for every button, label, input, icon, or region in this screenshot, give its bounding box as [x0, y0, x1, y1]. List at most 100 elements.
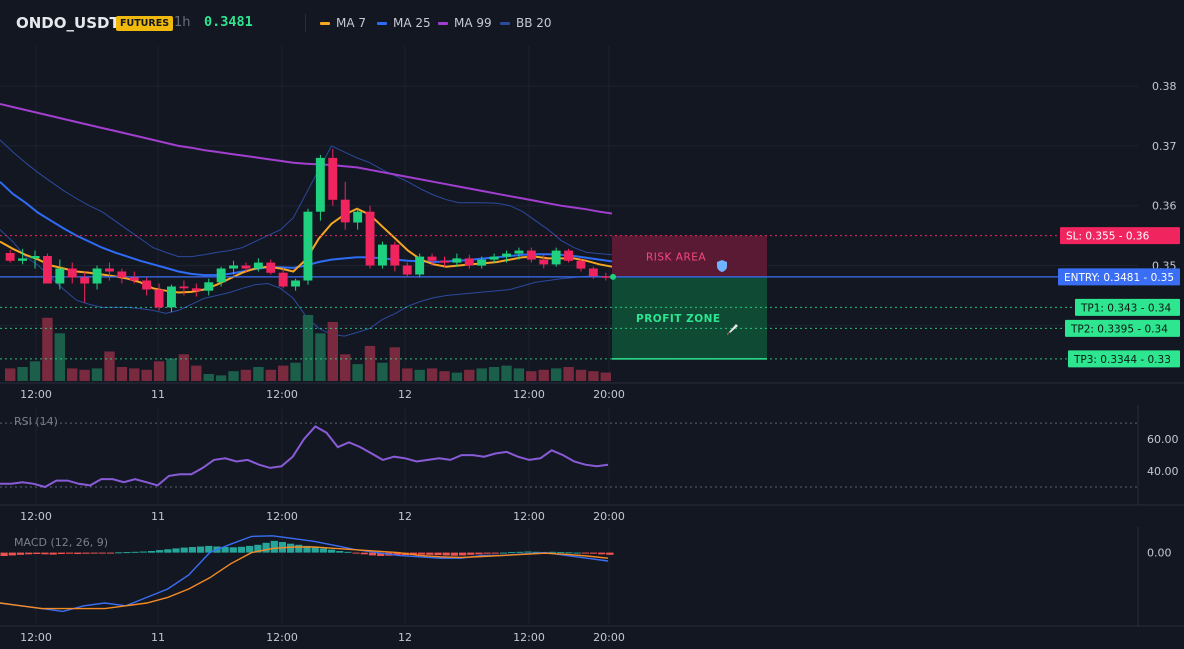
- candle-body: [465, 258, 474, 265]
- volume-bar: [415, 370, 425, 381]
- candle-body: [217, 269, 226, 283]
- candle-body: [316, 158, 325, 212]
- candle-body: [601, 276, 610, 278]
- candle-body: [242, 266, 251, 269]
- entry-tag-text: ENTRY: 0.3481 - 0.35: [1064, 272, 1174, 284]
- volume-bar: [117, 367, 127, 381]
- candle-body: [130, 278, 139, 281]
- candle-body: [142, 281, 151, 290]
- macd-histogram-bar: [369, 553, 376, 556]
- macd-histogram-bar: [107, 553, 114, 554]
- time-axis-label: 12: [398, 388, 412, 401]
- macd-histogram-bar: [590, 553, 597, 554]
- macd-histogram-bar: [312, 547, 319, 552]
- macd-histogram-bar: [156, 550, 163, 553]
- macd-histogram-bar: [50, 553, 57, 555]
- candle-body: [68, 269, 77, 278]
- macd-title: MACD (12, 26, 9): [14, 536, 108, 549]
- macd-histogram-bar: [492, 553, 499, 554]
- candle-body: [564, 251, 573, 261]
- candle-body: [589, 269, 598, 277]
- candle-body: [31, 256, 40, 258]
- macd-histogram-bar: [197, 547, 204, 553]
- rsi-line: [0, 426, 608, 487]
- candle-body: [328, 158, 337, 200]
- macd-histogram-bar: [574, 553, 581, 554]
- ma99-line: [0, 104, 612, 214]
- macd-histogram-bar: [33, 553, 40, 554]
- macd-histogram-bar: [598, 553, 605, 555]
- macd-histogram-bar: [148, 551, 155, 553]
- volume-bar: [501, 366, 511, 381]
- candle-body: [341, 200, 350, 223]
- price-tags: SL: 0.355 - 0.36ENTRY: 0.3481 - 0.35TP1:…: [1058, 227, 1180, 367]
- volume-bar: [563, 367, 573, 381]
- time-axis-label: 12:00: [20, 388, 52, 401]
- volume-bar: [427, 368, 437, 381]
- candle-body: [93, 269, 102, 284]
- volume-bar: [290, 363, 300, 381]
- candle-body: [80, 278, 89, 284]
- macd-histogram-bar: [91, 553, 98, 554]
- volume-bar: [30, 361, 40, 381]
- candle-body: [527, 251, 536, 260]
- macd-histogram-bar: [9, 553, 16, 556]
- time-axis-label: 12:00: [513, 631, 545, 644]
- volume-bar: [328, 322, 338, 381]
- volume-bar: [42, 318, 52, 381]
- time-axis-label: 12:00: [513, 510, 545, 523]
- tp3-tag-text: TP3: 0.3344 - 0.33: [1073, 354, 1171, 366]
- candle-body: [155, 290, 164, 308]
- volume-bar: [390, 347, 400, 381]
- macd-histogram-bar: [295, 545, 302, 553]
- volume-bar: [191, 366, 201, 381]
- candle-body: [415, 257, 424, 275]
- rsi-pane: RSI (14): [0, 415, 1138, 487]
- macd-histogram-bar: [582, 553, 589, 554]
- candle-body: [353, 212, 362, 223]
- macd-histogram-bar: [320, 548, 327, 552]
- rsi-axis-label: 60.00: [1147, 433, 1179, 446]
- macd-histogram-bar: [434, 553, 441, 556]
- sl-tag-text: SL: 0.355 - 0.36: [1066, 231, 1150, 243]
- candle-body: [266, 263, 275, 273]
- candle-body: [254, 263, 263, 269]
- candle-body: [452, 258, 461, 262]
- macd-histogram-bar: [557, 552, 564, 553]
- candle-body: [167, 287, 176, 308]
- candle-body: [6, 253, 15, 261]
- volume-bar: [67, 368, 77, 381]
- candle-body: [291, 281, 300, 287]
- volume-bar: [179, 354, 189, 381]
- volume-bar: [514, 368, 524, 381]
- macd-histogram-bar: [189, 547, 196, 553]
- macd-histogram-bar: [475, 553, 482, 555]
- macd-histogram-bar: [140, 552, 147, 553]
- macd-histogram-bar: [484, 553, 491, 554]
- candle-body: [403, 266, 412, 275]
- time-axis-label: 12:00: [20, 631, 52, 644]
- macd-histogram-bar: [344, 552, 351, 553]
- volume-bar: [377, 363, 387, 381]
- volume-bar: [55, 333, 65, 381]
- candle-body: [390, 245, 399, 266]
- candlesticks: [6, 149, 616, 312]
- macd-histogram-bar: [459, 553, 466, 556]
- macd-histogram-bar: [82, 553, 89, 554]
- volume-bar: [452, 373, 462, 381]
- volume-bar: [142, 370, 152, 381]
- profit-zone-label: PROFIT ZONE: [636, 313, 721, 325]
- macd-histogram-bar: [181, 548, 188, 553]
- macd-histogram-bar: [66, 553, 73, 554]
- time-axis-label: 12:00: [20, 510, 52, 523]
- candle-body: [378, 245, 387, 266]
- macd-histogram-bar: [361, 553, 368, 555]
- candle-body: [192, 288, 201, 290]
- macd-histogram-bar: [115, 552, 122, 553]
- volume-bar: [303, 315, 313, 381]
- macd-histogram-bar: [74, 553, 81, 554]
- time-axis-label: 12:00: [266, 631, 298, 644]
- volume-bar: [402, 368, 412, 381]
